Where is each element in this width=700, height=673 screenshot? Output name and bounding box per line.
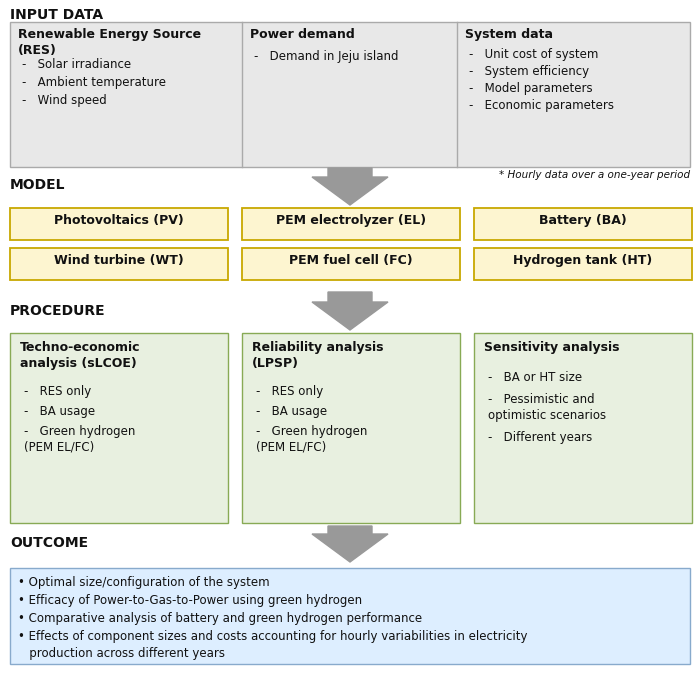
FancyBboxPatch shape: [242, 333, 460, 523]
Text: • Optimal size/configuration of the system: • Optimal size/configuration of the syst…: [18, 576, 270, 589]
Text: -   BA usage: - BA usage: [24, 405, 95, 418]
Text: -   Economic parameters: - Economic parameters: [469, 99, 614, 112]
FancyBboxPatch shape: [10, 208, 228, 240]
Text: Sensitivity analysis: Sensitivity analysis: [484, 341, 620, 354]
Text: System data: System data: [465, 28, 553, 41]
Text: INPUT DATA: INPUT DATA: [10, 8, 103, 22]
Text: * Hourly data over a one-year period: * Hourly data over a one-year period: [499, 170, 690, 180]
Text: -   Ambient temperature: - Ambient temperature: [22, 76, 166, 89]
Text: Battery (BA): Battery (BA): [539, 214, 627, 227]
Text: -   BA usage: - BA usage: [256, 405, 327, 418]
FancyArrow shape: [312, 292, 388, 330]
Text: -   RES only: - RES only: [24, 385, 91, 398]
Text: • Efficacy of Power-to-Gas-to-Power using green hydrogen: • Efficacy of Power-to-Gas-to-Power usin…: [18, 594, 362, 607]
Text: • Comparative analysis of battery and green hydrogen performance: • Comparative analysis of battery and gr…: [18, 612, 422, 625]
Text: Renewable Energy Source
(RES): Renewable Energy Source (RES): [18, 28, 201, 57]
Text: Techno-economic
analysis (sLCOE): Techno-economic analysis (sLCOE): [20, 341, 141, 370]
FancyBboxPatch shape: [242, 248, 460, 280]
Text: Photovoltaics (PV): Photovoltaics (PV): [54, 214, 184, 227]
Text: -   Green hydrogen
(PEM EL/FC): - Green hydrogen (PEM EL/FC): [256, 425, 368, 454]
FancyBboxPatch shape: [242, 208, 460, 240]
Text: -   Green hydrogen
(PEM EL/FC): - Green hydrogen (PEM EL/FC): [24, 425, 135, 454]
Text: -   Unit cost of system: - Unit cost of system: [469, 48, 598, 61]
Text: Wind turbine (WT): Wind turbine (WT): [54, 254, 184, 267]
Text: -   System efficiency: - System efficiency: [469, 65, 589, 78]
FancyArrow shape: [312, 526, 388, 562]
Text: -   Solar irradiance: - Solar irradiance: [22, 58, 131, 71]
FancyBboxPatch shape: [474, 248, 692, 280]
Text: -   Model parameters: - Model parameters: [469, 82, 593, 95]
FancyBboxPatch shape: [474, 208, 692, 240]
Text: Reliability analysis
(LPSP): Reliability analysis (LPSP): [252, 341, 384, 370]
Text: -   Different years: - Different years: [488, 431, 592, 444]
Text: PEM fuel cell (FC): PEM fuel cell (FC): [289, 254, 413, 267]
FancyBboxPatch shape: [10, 333, 228, 523]
Text: Hydrogen tank (HT): Hydrogen tank (HT): [513, 254, 652, 267]
Text: PEM electrolyzer (EL): PEM electrolyzer (EL): [276, 214, 426, 227]
FancyBboxPatch shape: [10, 568, 690, 664]
Text: -   Pessimistic and
optimistic scenarios: - Pessimistic and optimistic scenarios: [488, 393, 606, 422]
Text: -   BA or HT size: - BA or HT size: [488, 371, 582, 384]
Text: • Effects of component sizes and costs accounting for hourly variabilities in el: • Effects of component sizes and costs a…: [18, 630, 528, 660]
Text: OUTCOME: OUTCOME: [10, 536, 88, 550]
FancyBboxPatch shape: [10, 22, 690, 167]
Text: -   Wind speed: - Wind speed: [22, 94, 106, 107]
Text: MODEL: MODEL: [10, 178, 66, 192]
Text: -   Demand in Jeju island: - Demand in Jeju island: [254, 50, 398, 63]
Text: PROCEDURE: PROCEDURE: [10, 304, 106, 318]
FancyBboxPatch shape: [10, 248, 228, 280]
FancyBboxPatch shape: [474, 333, 692, 523]
FancyArrow shape: [312, 168, 388, 205]
Text: -   RES only: - RES only: [256, 385, 323, 398]
Text: Power demand: Power demand: [250, 28, 355, 41]
